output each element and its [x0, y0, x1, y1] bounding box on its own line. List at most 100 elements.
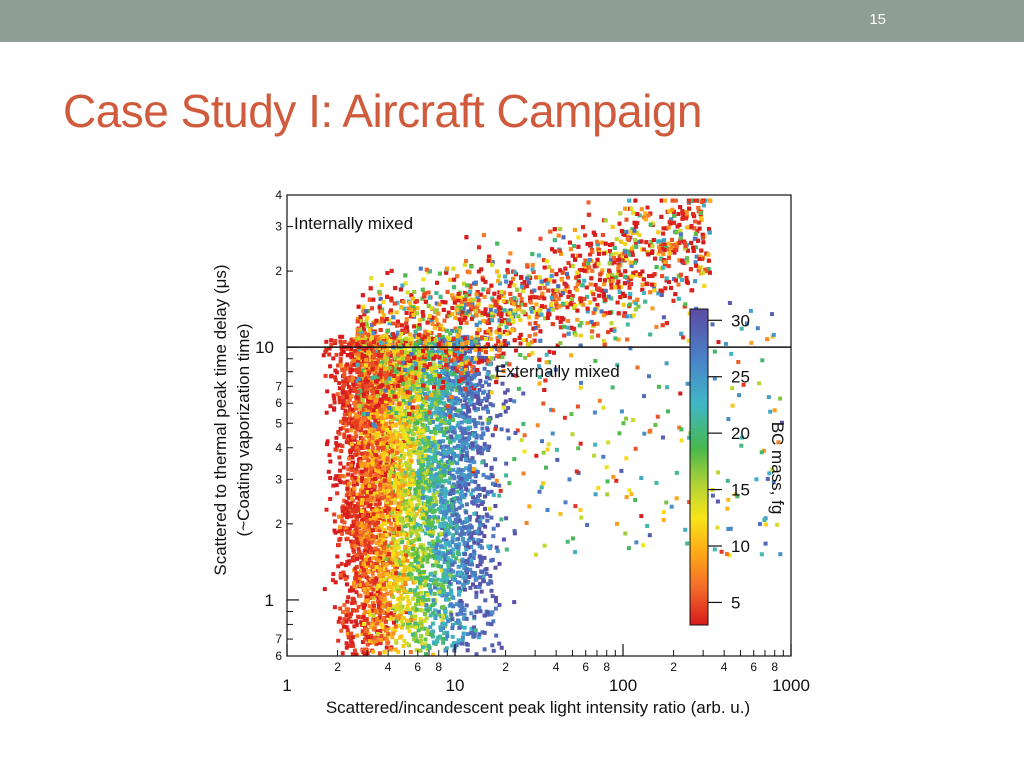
- data-point: [407, 486, 412, 491]
- data-point: [433, 613, 438, 618]
- data-point: [434, 406, 439, 411]
- data-point: [439, 544, 444, 549]
- data-point: [484, 571, 489, 576]
- data-point: [457, 385, 462, 390]
- data-point: [456, 514, 461, 519]
- data-point: [359, 532, 364, 537]
- data-point: [324, 410, 329, 415]
- data-point: [399, 406, 404, 411]
- data-point: [400, 364, 405, 369]
- data-point: [388, 527, 393, 532]
- data-point: [424, 411, 429, 416]
- data-point: [423, 375, 428, 379]
- data-point: [428, 625, 433, 630]
- data-point: [432, 484, 437, 489]
- data-point: [367, 609, 371, 614]
- data-point: [429, 467, 434, 472]
- data-point: [400, 568, 405, 573]
- data-point: [479, 545, 484, 550]
- data-point: [384, 424, 389, 429]
- data-point: [483, 598, 488, 603]
- data-point: [490, 610, 494, 615]
- data-point: [438, 556, 443, 561]
- data-point: [390, 437, 395, 441]
- data-point: [440, 517, 445, 522]
- data-point: [378, 480, 383, 485]
- data-point: [461, 405, 466, 409]
- data-point: [444, 389, 449, 394]
- data-point: [396, 488, 401, 493]
- data-point: [464, 413, 469, 417]
- data-point: [427, 486, 432, 491]
- data-point: [393, 624, 398, 629]
- data-point: [353, 619, 358, 624]
- data-point: [383, 399, 388, 404]
- data-point: [350, 601, 355, 606]
- data-point: [418, 570, 422, 575]
- data-point: [456, 564, 461, 569]
- data-point: [357, 550, 362, 555]
- data-point: [399, 593, 404, 598]
- data-point: [430, 563, 435, 568]
- data-point: [422, 521, 427, 526]
- data-point: [457, 439, 462, 444]
- data-point: [377, 422, 382, 427]
- data-point: [419, 397, 424, 402]
- data-point: [458, 390, 463, 395]
- data-point: [414, 638, 419, 643]
- data-point: [354, 536, 359, 541]
- data-point: [407, 458, 411, 463]
- data-point: [421, 475, 426, 480]
- data-point: [342, 371, 347, 376]
- data-point: [351, 588, 356, 593]
- data-point: [465, 381, 470, 386]
- data-point: [407, 552, 412, 557]
- data-point: [340, 474, 345, 478]
- data-point: [417, 428, 421, 433]
- data-point: [469, 545, 474, 549]
- data-point: [345, 582, 349, 587]
- data-point: [412, 424, 417, 429]
- data-point: [413, 557, 418, 562]
- data-point: [349, 347, 354, 351]
- data-point: [349, 612, 354, 616]
- data-point: [400, 381, 405, 386]
- data-point: [418, 508, 422, 513]
- data-point: [379, 577, 384, 582]
- data-point: [452, 476, 457, 481]
- data-point: [364, 564, 369, 569]
- data-point: [382, 541, 387, 546]
- data-point: [451, 347, 456, 352]
- data-point: [358, 422, 363, 427]
- data-point: [449, 339, 454, 344]
- data-point: [348, 614, 353, 619]
- data-point: [382, 455, 386, 460]
- data-point: [430, 420, 435, 424]
- data-point: [357, 426, 362, 431]
- data-point: [416, 628, 421, 633]
- data-point: [482, 647, 487, 652]
- data-point: [354, 423, 359, 428]
- data-point: [463, 376, 468, 380]
- data-point: [447, 566, 452, 571]
- data-point: [356, 604, 361, 609]
- data-point: [345, 536, 350, 541]
- data-point: [483, 494, 487, 499]
- data-point: [460, 563, 465, 567]
- data-point: [499, 427, 504, 432]
- data-point: [484, 463, 488, 468]
- data-point: [482, 613, 487, 618]
- data-point: [407, 498, 412, 503]
- data-point: [406, 540, 411, 545]
- data-point: [394, 619, 399, 624]
- data-point: [400, 468, 404, 473]
- data-point: [449, 558, 453, 563]
- data-point: [431, 652, 436, 656]
- data-point: [447, 543, 452, 548]
- data-point: [355, 524, 360, 529]
- data-point: [487, 389, 492, 394]
- data-point: [434, 638, 439, 643]
- data-point: [467, 467, 472, 472]
- data-point: [478, 609, 483, 614]
